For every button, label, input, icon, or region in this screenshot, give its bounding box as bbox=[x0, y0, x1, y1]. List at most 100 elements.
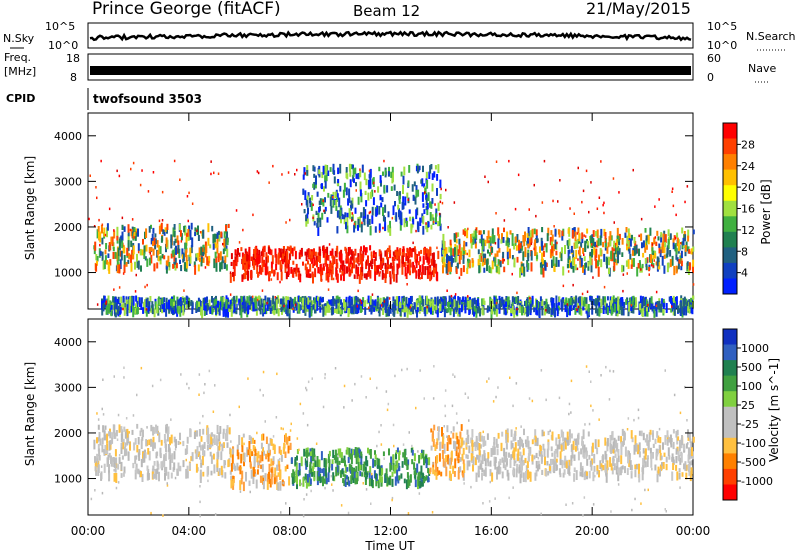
velocity-cell bbox=[247, 449, 250, 456]
velocity-cell bbox=[541, 469, 544, 475]
power-cell bbox=[107, 261, 110, 271]
power-scatter-point bbox=[671, 190, 673, 193]
power-cell bbox=[163, 255, 166, 260]
velocity-cell bbox=[594, 439, 597, 449]
power-scatter-point bbox=[145, 308, 148, 311]
freq-panel-frame bbox=[87, 53, 694, 81]
velocity-cell bbox=[441, 427, 443, 437]
velocity-cell bbox=[94, 456, 96, 463]
power-cell bbox=[585, 303, 588, 311]
power-scatter-point bbox=[88, 217, 90, 221]
power-cell bbox=[567, 263, 570, 268]
power-cell bbox=[107, 303, 110, 314]
power-cell bbox=[159, 299, 162, 306]
velocity-cell bbox=[570, 455, 573, 462]
power-scatter-point bbox=[583, 234, 585, 237]
velocity-cell bbox=[472, 456, 475, 466]
power-cell bbox=[280, 306, 283, 312]
power-scatter-point bbox=[614, 242, 617, 246]
power-cell bbox=[506, 300, 509, 309]
power-cell bbox=[655, 308, 658, 317]
power-cell bbox=[397, 249, 400, 258]
power-cell bbox=[618, 233, 621, 240]
power-cell bbox=[398, 210, 401, 220]
power-cell bbox=[617, 301, 620, 311]
power-cell bbox=[330, 306, 333, 316]
velocity-cell bbox=[318, 473, 321, 481]
velocity-cell bbox=[555, 464, 558, 471]
power-cell bbox=[578, 246, 581, 256]
power-cell bbox=[354, 207, 357, 214]
power-cell bbox=[105, 306, 108, 315]
power-cell bbox=[144, 231, 146, 240]
velocity-cell bbox=[319, 467, 321, 474]
velocity-cell bbox=[355, 466, 358, 473]
velocity-scatter-point bbox=[351, 399, 353, 402]
power-cell bbox=[500, 302, 503, 308]
power-cell bbox=[371, 206, 374, 216]
power-cell bbox=[656, 230, 659, 236]
power-cell bbox=[314, 306, 317, 314]
velocity-cell bbox=[216, 451, 219, 460]
power-cell bbox=[404, 266, 407, 277]
power-cell bbox=[340, 218, 342, 224]
power-scatter-point bbox=[409, 306, 412, 309]
power-cell bbox=[418, 273, 420, 280]
power-cell bbox=[328, 304, 331, 313]
power-cell bbox=[193, 261, 196, 267]
velocity-cell bbox=[400, 473, 403, 479]
velocity-scatter-point bbox=[391, 496, 394, 500]
velocity-cell bbox=[678, 472, 681, 480]
power-cell bbox=[348, 197, 351, 203]
power-cell bbox=[400, 171, 403, 177]
power-scatter-point bbox=[495, 212, 497, 215]
power-cell bbox=[412, 194, 415, 201]
power-cell bbox=[611, 253, 614, 262]
power-cell bbox=[422, 299, 425, 307]
power-cell bbox=[412, 218, 415, 225]
power-cell bbox=[204, 305, 207, 311]
power-cell bbox=[629, 253, 632, 260]
power-cell bbox=[325, 259, 328, 267]
velocity-cell bbox=[270, 439, 273, 444]
power-cell bbox=[303, 303, 306, 313]
power-cell bbox=[353, 296, 356, 305]
power-cell bbox=[260, 298, 263, 307]
power-cell bbox=[458, 297, 461, 305]
velocity-cell bbox=[447, 454, 450, 465]
power-scatter-point bbox=[586, 290, 589, 293]
power-cell bbox=[360, 246, 363, 252]
velocity-cell bbox=[677, 450, 680, 461]
power-cell bbox=[194, 227, 197, 232]
power-cell bbox=[250, 256, 253, 262]
velocity-cell bbox=[268, 449, 271, 455]
velocity-cell bbox=[600, 463, 603, 468]
velocity-cell bbox=[337, 448, 340, 456]
velocity-cell bbox=[397, 479, 400, 484]
velocity-cell bbox=[371, 477, 373, 487]
power-cell bbox=[516, 300, 519, 306]
power-scatter-point bbox=[360, 301, 363, 305]
power-cell bbox=[355, 257, 358, 263]
velocity-cell bbox=[526, 436, 529, 445]
power-cell bbox=[617, 246, 620, 253]
power-cell bbox=[95, 254, 98, 261]
power-scatter-point bbox=[149, 252, 151, 255]
power-cell bbox=[307, 301, 310, 309]
nave-label: Nave bbox=[748, 62, 776, 75]
power-cell bbox=[209, 244, 212, 249]
velocity-cell bbox=[685, 464, 688, 472]
power-cell bbox=[187, 229, 190, 237]
velocity-cell bbox=[200, 459, 203, 465]
power-cell bbox=[262, 246, 265, 256]
power-scatter-point bbox=[161, 190, 164, 194]
velocity-scatter-point bbox=[402, 443, 405, 446]
velocity-cell bbox=[185, 468, 188, 479]
power-cell bbox=[542, 245, 545, 251]
velocity-cell bbox=[272, 443, 275, 451]
power-cell bbox=[393, 184, 396, 191]
power-cell bbox=[367, 295, 370, 303]
power-cell bbox=[628, 233, 631, 239]
velocity-cell bbox=[659, 437, 662, 444]
velocity-scatter-point bbox=[370, 502, 372, 505]
